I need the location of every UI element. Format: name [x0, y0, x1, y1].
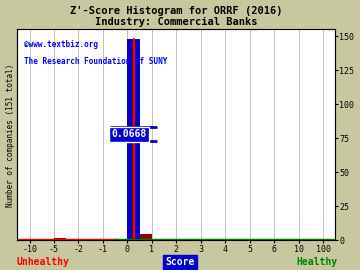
Bar [132, 39, 135, 241]
Text: Score: Score [165, 257, 195, 267]
Bar [54, 238, 66, 241]
Bar [140, 234, 152, 241]
Text: ©www.textbiz.org: ©www.textbiz.org [24, 40, 98, 49]
Text: Unhealthy: Unhealthy [17, 257, 69, 267]
Text: 0.0668: 0.0668 [111, 129, 146, 139]
Y-axis label: Number of companies (151 total): Number of companies (151 total) [5, 63, 14, 207]
Bar [127, 39, 140, 241]
Title: Z'-Score Histogram for ORRF (2016)
Industry: Commercial Banks: Z'-Score Histogram for ORRF (2016) Indus… [70, 6, 283, 27]
Text: Healthy: Healthy [296, 257, 337, 267]
Text: The Research Foundation of SUNY: The Research Foundation of SUNY [24, 57, 167, 66]
